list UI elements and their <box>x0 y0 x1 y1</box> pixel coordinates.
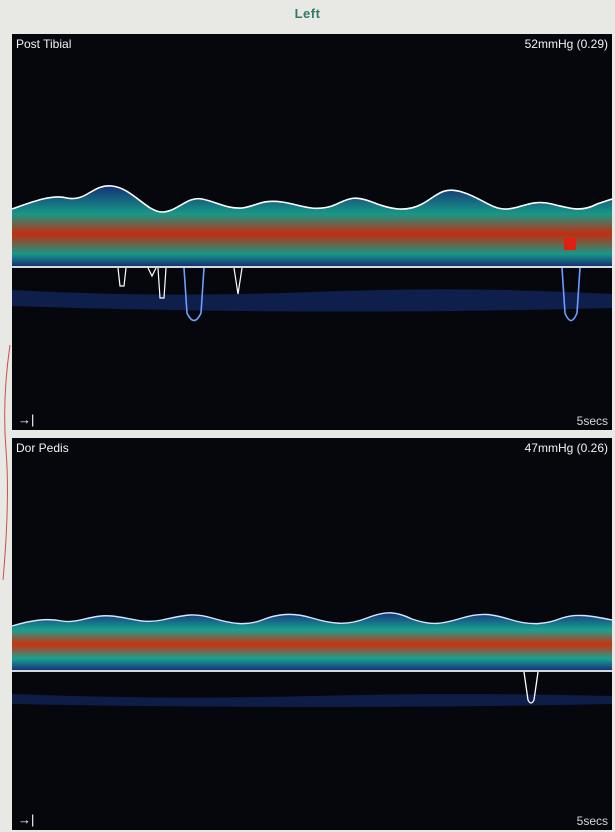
lower-spike-3 <box>157 268 167 299</box>
spectrum-envelope <box>12 612 612 627</box>
sweep-arrow-icon: →| <box>18 412 35 427</box>
lower-spike-1 <box>523 672 539 704</box>
spectral-waveform-lower <box>12 672 612 707</box>
sweep-duration: 5secs <box>576 414 608 428</box>
spectral-waveform-lower <box>12 268 612 322</box>
lower-spike-6 <box>561 268 581 322</box>
spectral-waveform-upper <box>12 185 612 266</box>
pressure-reading: 47mmHg (0.26) <box>524 441 608 455</box>
sweep-duration: 5secs <box>576 814 608 828</box>
lower-spike-4 <box>183 268 205 322</box>
doppler-panel-dor-pedis: Dor Pedis 47mmHg (0.26) →| 5secs <box>12 438 612 830</box>
page-title: Left <box>294 6 321 21</box>
lower-spike-5 <box>233 268 243 295</box>
pressure-reading: 52mmHg (0.29) <box>524 37 608 51</box>
artifact-marker <box>564 238 576 250</box>
vessel-label: Dor Pedis <box>16 441 69 455</box>
baseline-divider <box>12 670 612 672</box>
lower-spike-1 <box>117 268 127 287</box>
baseline-divider <box>12 266 612 268</box>
doppler-panel-post-tibial: Post Tibial 52mmHg (0.29) →| 5secs <box>12 34 612 430</box>
lower-noise-band <box>12 289 612 312</box>
vessel-label: Post Tibial <box>16 37 72 51</box>
lower-spike-2 <box>147 268 157 278</box>
spectrum-envelope <box>12 185 612 213</box>
spectrum-fill <box>12 612 612 670</box>
side-annotation-mark <box>2 344 11 581</box>
sweep-arrow-icon: →| <box>18 812 35 827</box>
spectrum-fill <box>12 185 612 266</box>
spectral-waveform-upper <box>12 612 612 670</box>
lower-noise-band <box>12 694 612 707</box>
